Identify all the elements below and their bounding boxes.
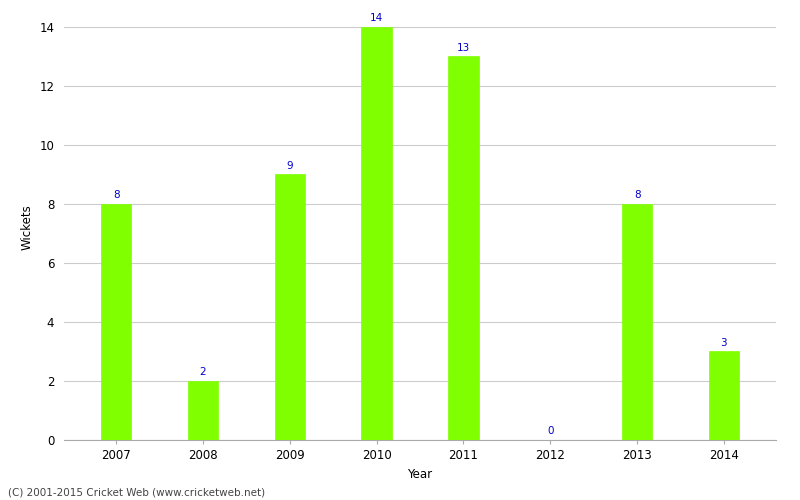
Bar xyxy=(188,381,218,440)
Text: 8: 8 xyxy=(634,190,640,200)
Text: 3: 3 xyxy=(721,338,727,348)
Bar xyxy=(101,204,131,440)
X-axis label: Year: Year xyxy=(407,468,433,480)
Text: 14: 14 xyxy=(370,14,383,24)
Bar xyxy=(448,56,478,440)
Bar xyxy=(709,352,739,440)
Bar xyxy=(622,204,652,440)
Text: 13: 13 xyxy=(457,43,470,53)
Text: 2: 2 xyxy=(200,368,206,378)
Text: 9: 9 xyxy=(286,161,293,171)
Bar xyxy=(274,174,305,440)
Text: 8: 8 xyxy=(113,190,119,200)
Text: 0: 0 xyxy=(547,426,554,436)
Text: (C) 2001-2015 Cricket Web (www.cricketweb.net): (C) 2001-2015 Cricket Web (www.cricketwe… xyxy=(8,488,265,498)
Y-axis label: Wickets: Wickets xyxy=(21,204,34,250)
Bar xyxy=(362,27,392,440)
